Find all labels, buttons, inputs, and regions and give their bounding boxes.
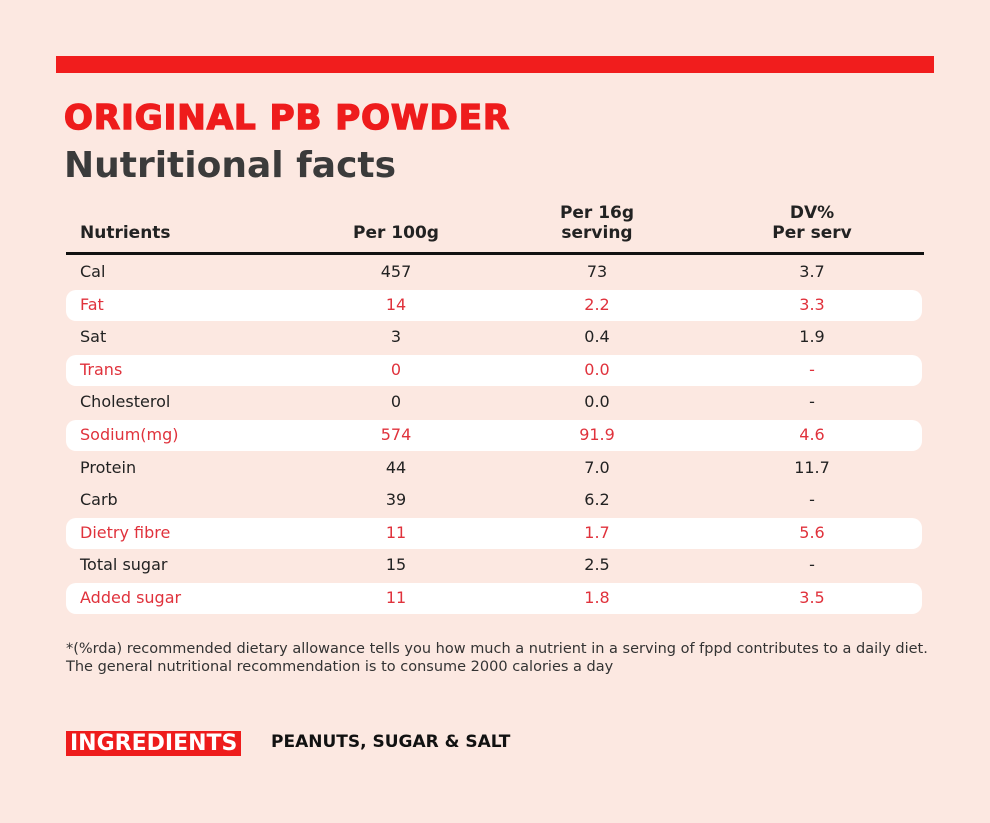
nutrient-name: Cal <box>80 262 106 281</box>
footnote: The general nutritional recommendation i… <box>66 659 614 675</box>
row-highlight <box>66 583 922 614</box>
ingredients-label: INGREDIENTS <box>66 731 242 756</box>
ingredients-text: PEANUTS, SUGAR & SALT <box>271 732 511 752</box>
nutrient-value: 6.2 <box>584 490 610 510</box>
nutrient-value: 3.3 <box>799 294 825 314</box>
nutrient-value: 11.7 <box>794 457 830 477</box>
nutrient-name: Added sugar <box>80 588 182 607</box>
nutrient-value: 39 <box>385 490 407 510</box>
nutrient-value: - <box>809 359 815 379</box>
nutrient-value: 73 <box>586 262 608 281</box>
row-highlight <box>66 420 922 451</box>
footnote: *(%rda) recommended dietary allowance te… <box>66 641 928 657</box>
title: Nutritional facts <box>64 145 397 186</box>
column-header: Nutrients <box>80 223 171 243</box>
nutrient-value: 11 <box>385 588 407 607</box>
nutrient-value: 1.8 <box>584 588 610 607</box>
nutrient-name: Dietry fibre <box>80 522 171 542</box>
nutrient-name: Total sugar <box>80 555 168 575</box>
nutrient-value: 0.0 <box>584 359 610 379</box>
nutrient-value: 3 <box>390 327 402 347</box>
column-header: Per 16g <box>559 203 635 223</box>
row-highlight <box>66 517 922 549</box>
row-highlight <box>66 354 922 386</box>
nutrient-name: Sodium(mg) <box>80 425 179 444</box>
nutrient-value: 0 <box>390 359 402 379</box>
nutrient-value: - <box>809 392 815 412</box>
nutrient-value: 1.7 <box>584 522 610 542</box>
nutrient-value: 7.0 <box>584 457 610 477</box>
column-header: serving <box>561 223 633 243</box>
nutrient-name: Trans <box>80 359 123 379</box>
nutrient-name: Sat <box>80 327 107 347</box>
top-bar <box>56 56 934 73</box>
nutrient-value: 0.4 <box>584 327 610 347</box>
nutrient-value: 574 <box>380 425 412 444</box>
nutrient-value: 457 <box>380 262 412 281</box>
nutrient-value: 3.5 <box>799 588 825 607</box>
nutrient-value: 15 <box>385 555 407 575</box>
nutrient-name: Cholesterol <box>80 392 171 412</box>
nutrient-value: 2.2 <box>584 294 610 314</box>
column-header: Per serv <box>772 223 852 243</box>
row-highlight <box>66 289 922 321</box>
nutrient-name: Fat <box>80 294 104 314</box>
nutrient-value: 0 <box>390 392 402 412</box>
nutrient-value: 4.6 <box>799 425 825 444</box>
header-rule <box>66 252 924 255</box>
nutrient-name: Protein <box>80 457 137 477</box>
column-header: DV% <box>789 203 835 223</box>
column-header: Per 100g <box>353 223 439 243</box>
nutrient-value: 2.5 <box>584 555 610 575</box>
nutrient-value: 11 <box>385 522 407 542</box>
nutrient-value: 44 <box>385 457 407 477</box>
nutrient-value: 0.0 <box>584 392 610 412</box>
nutrient-value: 91.9 <box>579 425 615 444</box>
brand: ORIGINAL PB POWDER <box>63 97 511 139</box>
nutrient-value: - <box>809 555 815 575</box>
nutrient-value: - <box>809 490 815 510</box>
nutrient-value: 5.6 <box>799 522 825 542</box>
nutrient-value: 14 <box>385 294 407 314</box>
nutrient-name: Carb <box>80 490 118 510</box>
nutrient-value: 3.7 <box>799 262 825 281</box>
nutrient-value: 1.9 <box>799 327 825 347</box>
